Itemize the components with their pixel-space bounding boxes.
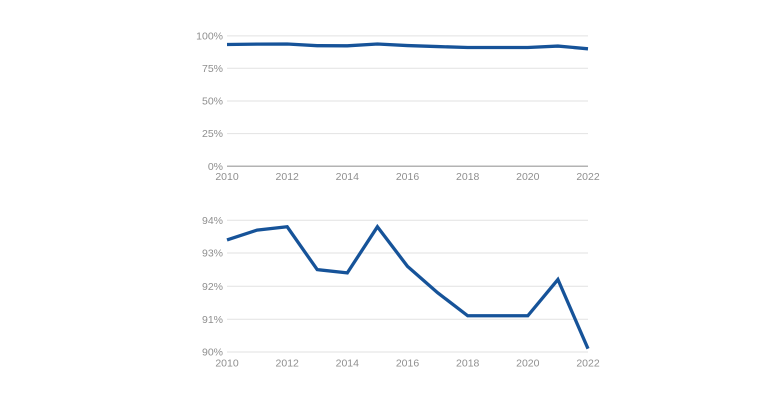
svg-text:0%: 0% — [208, 161, 223, 173]
svg-text:91%: 91% — [202, 314, 223, 326]
svg-text:2012: 2012 — [276, 358, 300, 370]
svg-text:2010: 2010 — [215, 358, 239, 370]
svg-text:2022: 2022 — [576, 358, 600, 370]
svg-text:2012: 2012 — [276, 171, 300, 183]
svg-text:90%: 90% — [202, 347, 223, 359]
svg-text:94%: 94% — [202, 215, 223, 227]
svg-text:92%: 92% — [202, 281, 223, 293]
svg-text:2014: 2014 — [336, 358, 360, 370]
svg-text:2016: 2016 — [396, 171, 420, 183]
svg-text:2020: 2020 — [516, 358, 540, 370]
svg-text:50%: 50% — [202, 96, 223, 108]
svg-text:100%: 100% — [196, 31, 223, 43]
svg-text:25%: 25% — [202, 128, 223, 140]
svg-text:2014: 2014 — [336, 171, 360, 183]
svg-text:2020: 2020 — [516, 171, 540, 183]
svg-text:93%: 93% — [202, 248, 223, 260]
svg-text:2018: 2018 — [456, 358, 480, 370]
svg-text:2022: 2022 — [576, 171, 600, 183]
svg-text:2010: 2010 — [215, 171, 239, 183]
svg-text:2016: 2016 — [396, 358, 420, 370]
svg-text:2018: 2018 — [456, 171, 480, 183]
svg-text:75%: 75% — [202, 63, 223, 75]
